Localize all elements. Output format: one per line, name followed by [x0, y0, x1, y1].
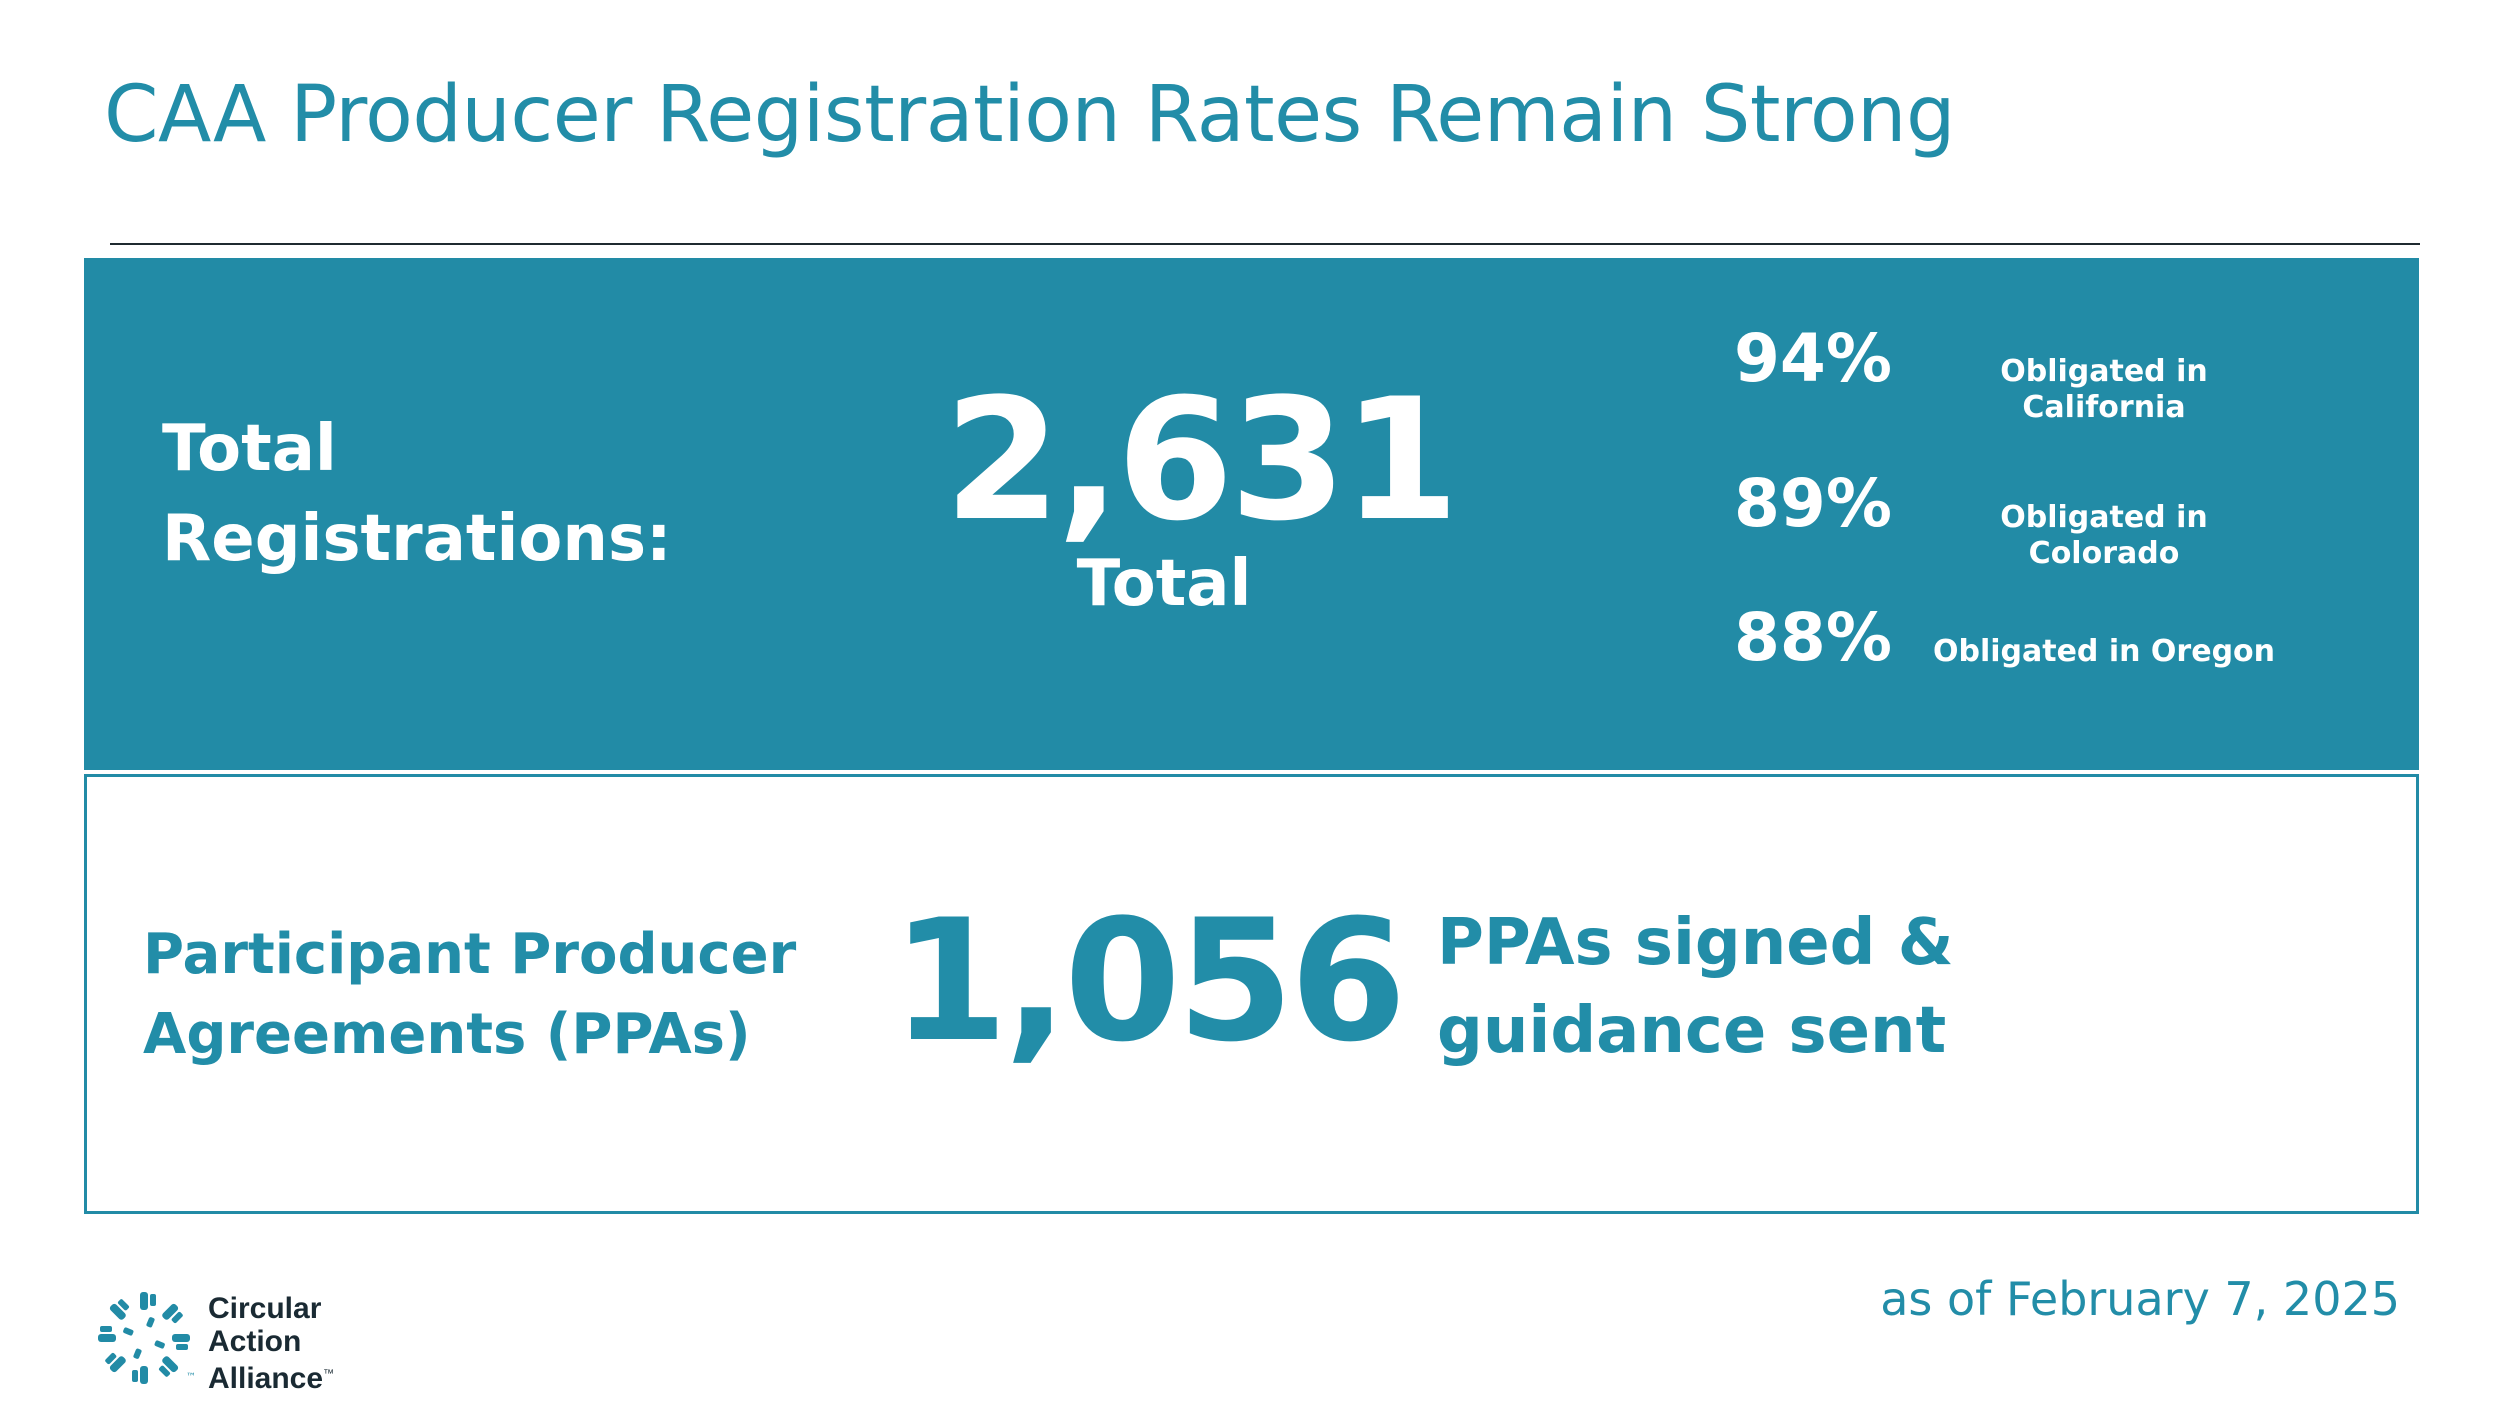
logo-text-line3: Alliance™: [208, 1362, 335, 1395]
total-registrations-label: Total Registrations:: [162, 404, 672, 584]
total-registrations-sublabel: Total: [1076, 547, 1252, 621]
total-registrations-label-line2: Registrations:: [162, 502, 672, 576]
logo-text-line1: Circular: [208, 1292, 322, 1325]
stat-california-label: Obligated in California: [2000, 354, 2208, 425]
circular-action-alliance-logo-icon: [98, 1292, 190, 1384]
stat-colorado-label: Obligated in Colorado: [2000, 500, 2208, 571]
as-of-date: as of February 7, 2025: [1880, 1272, 2400, 1326]
stat-oregon-pct: 88%: [1734, 599, 1892, 676]
ppa-number: 1,056: [891, 883, 1406, 1079]
stat-oregon-label: Obligated in Oregon: [1932, 634, 2276, 669]
ppa-description: PPAs signed & guidance sent: [1437, 899, 1954, 1075]
logo-mark-tm: ™: [186, 1372, 196, 1383]
ppa-label-line2: Agreements (PPAs): [143, 1002, 751, 1067]
total-registrations-number: 2,631: [944, 362, 1459, 558]
logo-tm: ™: [323, 1368, 335, 1380]
stat-california-pct: 94%: [1734, 320, 1892, 397]
total-registrations-label-line1: Total: [162, 412, 337, 486]
page-title: CAA Producer Registration Rates Remain S…: [104, 70, 1956, 160]
logo-text-line2: Action: [208, 1325, 302, 1358]
ppa-description-line1: PPAs signed &: [1437, 906, 1954, 980]
ppa-description-line2: guidance sent: [1437, 994, 1947, 1068]
ppa-panel: Participant Producer Agreements (PPAs) 1…: [84, 774, 2419, 1214]
title-divider: [110, 243, 2420, 245]
ppa-label: Participant Producer Agreements (PPAs): [143, 915, 796, 1075]
logo-text: Circular Action Alliance™: [208, 1292, 334, 1395]
stat-colorado-pct: 89%: [1734, 465, 1892, 542]
registrations-panel: Total Registrations: 2,631 Total 94% Obl…: [84, 258, 2419, 770]
ppa-label-line1: Participant Producer: [143, 922, 797, 987]
